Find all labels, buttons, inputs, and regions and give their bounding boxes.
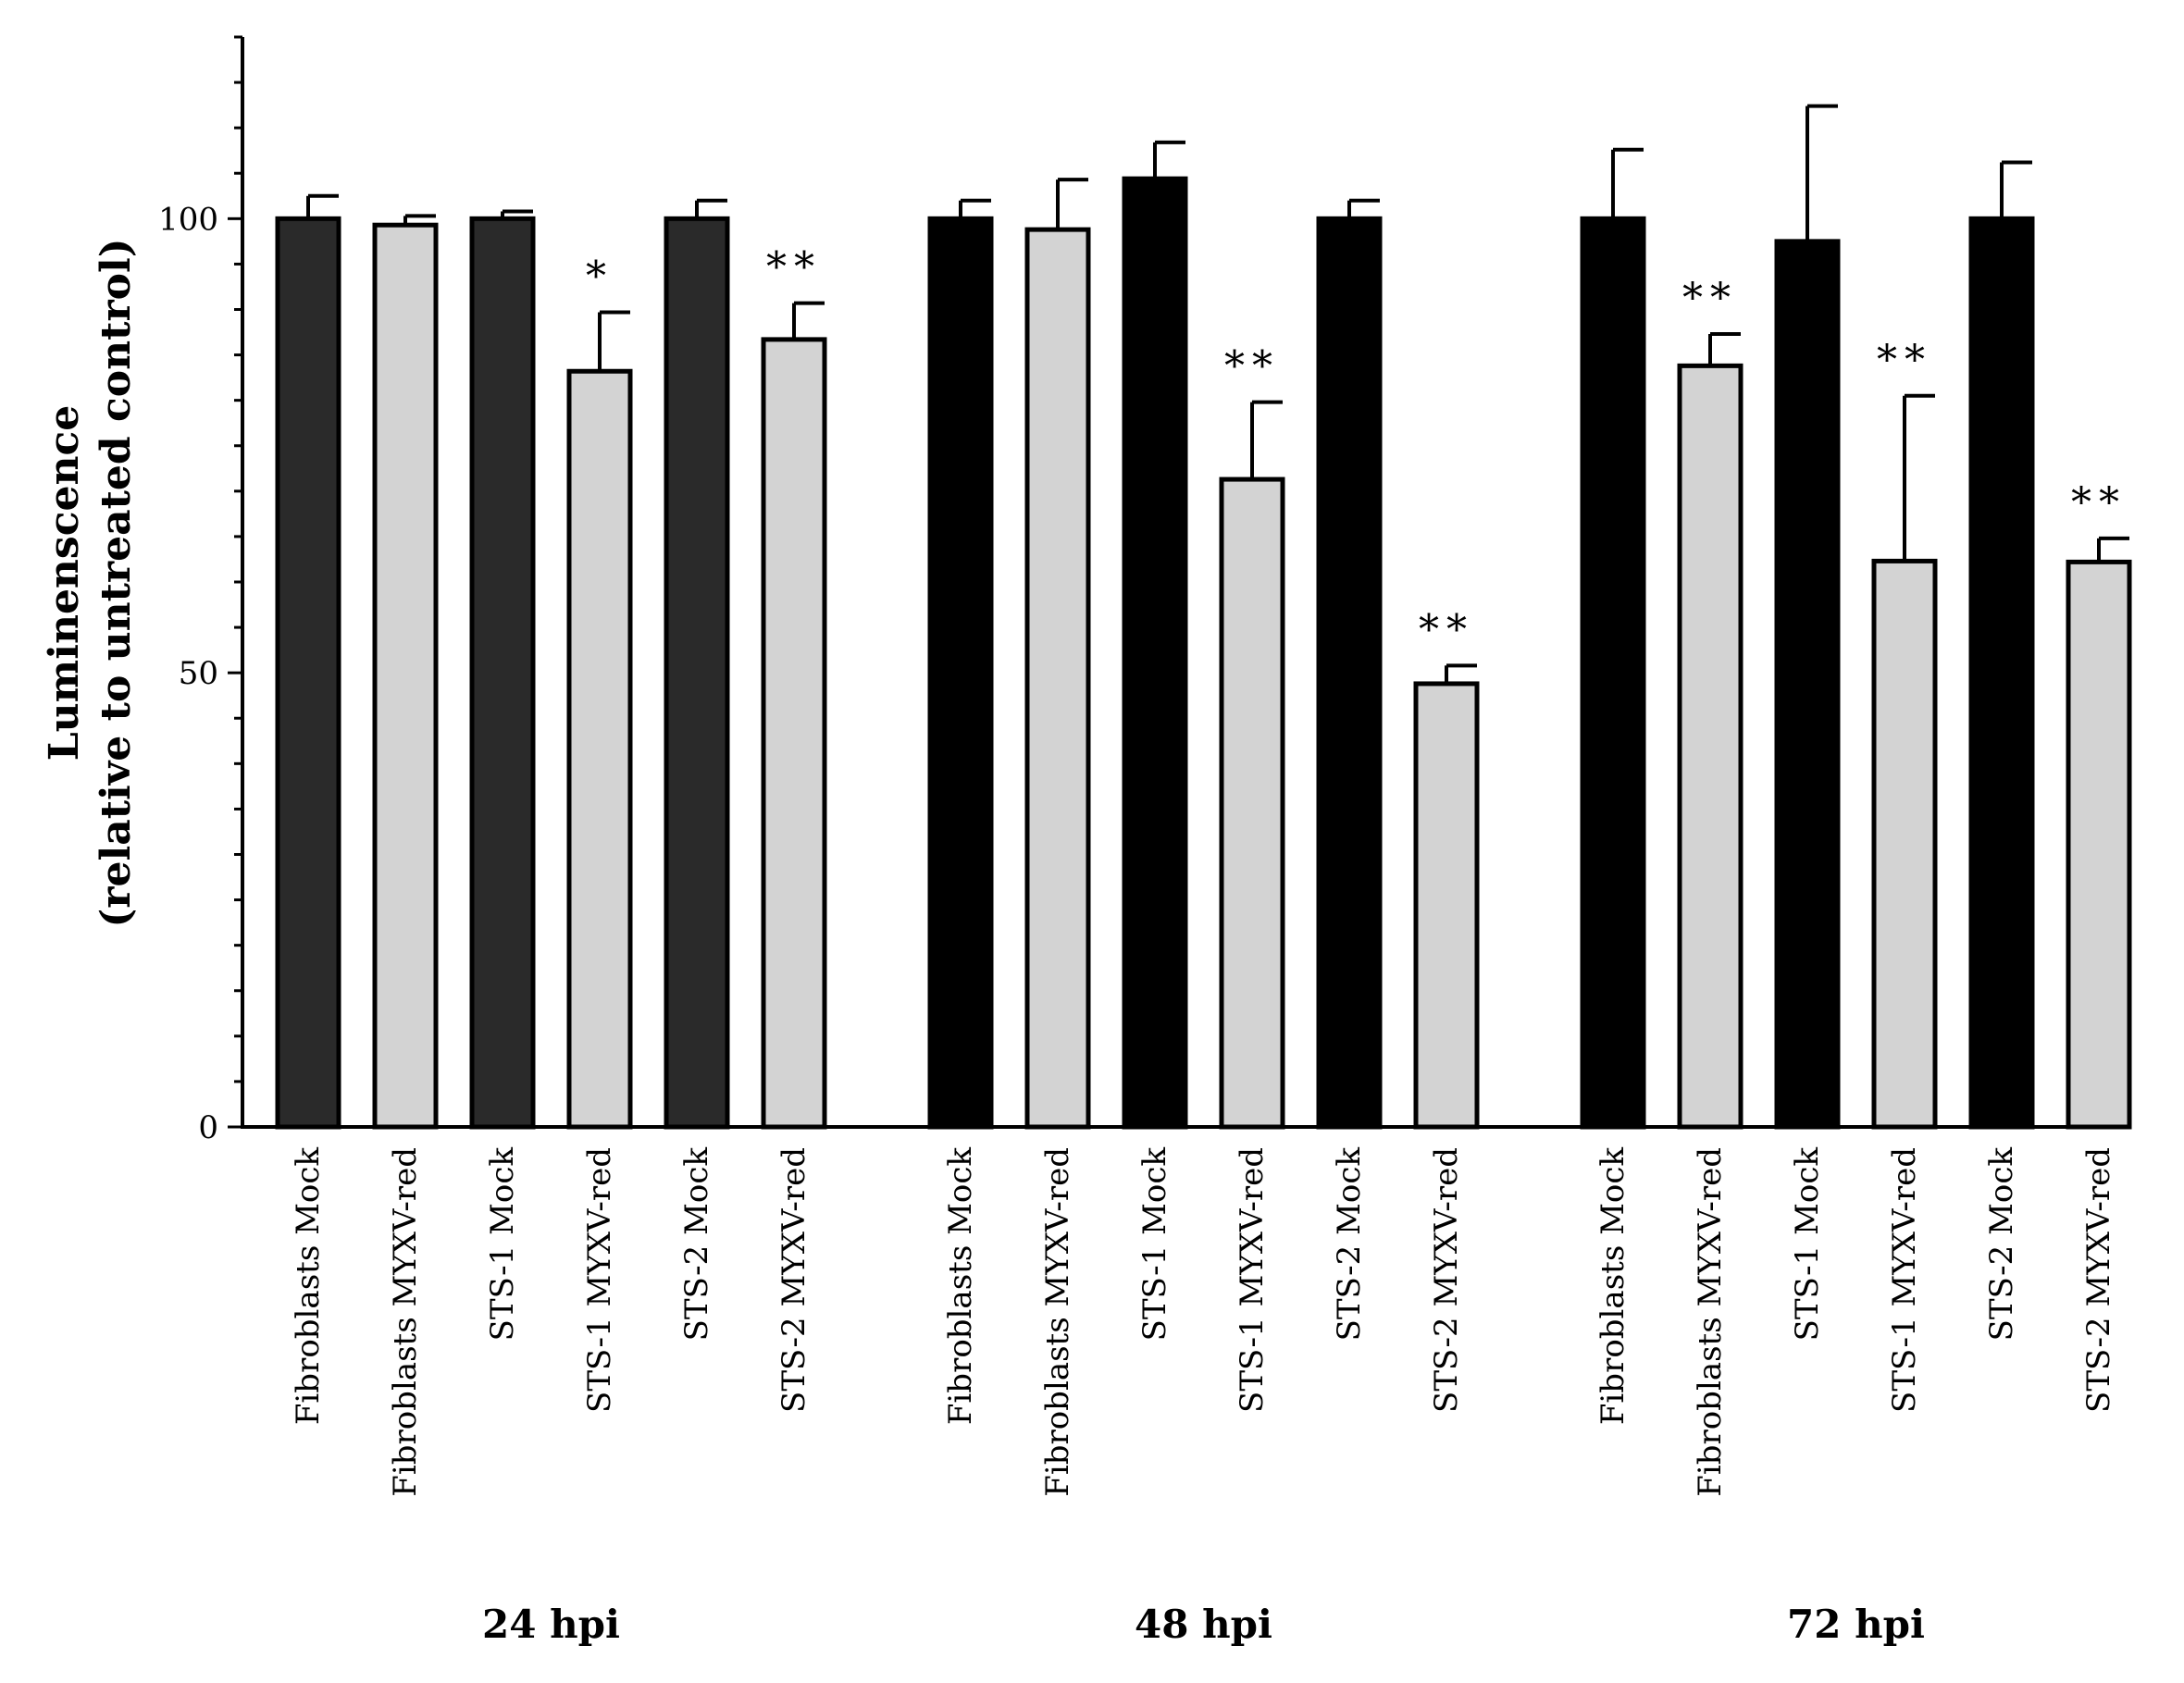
bar-2-1 (927, 216, 994, 1130)
y-axis-title: Luminenscence (relative to untreated cont… (41, 238, 140, 927)
significance-mark: * (586, 253, 614, 300)
y-tick-label: 0 (198, 1109, 218, 1146)
category-label: Fibroblasts Mock (290, 1147, 327, 1426)
category-label: STS-2 Mock (678, 1147, 715, 1342)
y-axis-title-line: (relative to untreated control) (93, 238, 140, 927)
bar-1-5 (664, 216, 730, 1130)
significance-mark: ** (2071, 479, 2127, 526)
group-label: 72 hpi (1787, 1602, 1925, 1647)
bar-1-4 (566, 368, 633, 1130)
bar-2-3 (1122, 176, 1188, 1130)
category-label: STS-1 Mock (1789, 1147, 1826, 1342)
bar-3-2 (1677, 363, 1743, 1130)
significance-mark: ** (1877, 337, 1932, 384)
category-label: STS-1 Mock (1136, 1147, 1173, 1342)
category-label: STS-2 Mock (1983, 1147, 2020, 1342)
bar-1-6 (761, 337, 827, 1130)
category-label: Fibroblasts MYXV-red (1692, 1147, 1729, 1497)
y-axis-title-line: Luminenscence (41, 405, 88, 761)
y-tick-label: 50 (179, 655, 218, 692)
significance-mark: ** (1419, 606, 1474, 653)
error-bars (306, 104, 2129, 684)
bar-3-6 (2066, 559, 2132, 1130)
category-label: STS-1 MYXV-red (581, 1147, 618, 1413)
significance-mark: ** (766, 244, 822, 291)
category-label: STS-2 MYXV-red (776, 1147, 813, 1413)
group-label: 48 hpi (1135, 1602, 1272, 1647)
bar-3-5 (1968, 216, 2035, 1130)
category-label: STS-1 MYXV-red (1886, 1147, 1923, 1413)
category-label: Fibroblasts Mock (1595, 1147, 1632, 1426)
significance-mark: ** (1224, 343, 1280, 390)
category-label: Fibroblasts MYXV-red (387, 1147, 424, 1497)
category-label: STS-1 MYXV-red (1234, 1147, 1271, 1413)
y-tick-label: 100 (158, 201, 218, 238)
bar-1-1 (275, 216, 341, 1130)
category-label: STS-1 Mock (484, 1147, 521, 1342)
significance-mark: ** (1682, 275, 1738, 322)
bar-3-4 (1871, 558, 1938, 1130)
category-label: Fibroblasts MYXV-red (1039, 1147, 1076, 1497)
bar-2-5 (1316, 216, 1383, 1130)
bar-1-2 (372, 222, 439, 1130)
category-label: Fibroblasts Mock (942, 1147, 979, 1426)
group-label: 24 hpi (482, 1602, 620, 1647)
category-label: STS-2 MYXV-red (2080, 1147, 2117, 1413)
bar-2-4 (1219, 476, 1285, 1130)
bar-1-3 (469, 216, 536, 1130)
bar-3-1 (1580, 216, 1646, 1130)
bar-2-6 (1413, 681, 1480, 1130)
category-label: STS-2 MYXV-red (1428, 1147, 1465, 1413)
labels: 0 50 100 Fibroblasts Mock Fibroblasts MYXV-r… (158, 201, 2127, 1647)
bar-3-3 (1774, 239, 1841, 1130)
bars (275, 176, 2132, 1130)
category-label: STS-2 Mock (1331, 1147, 1368, 1342)
bar-2-2 (1024, 227, 1091, 1130)
